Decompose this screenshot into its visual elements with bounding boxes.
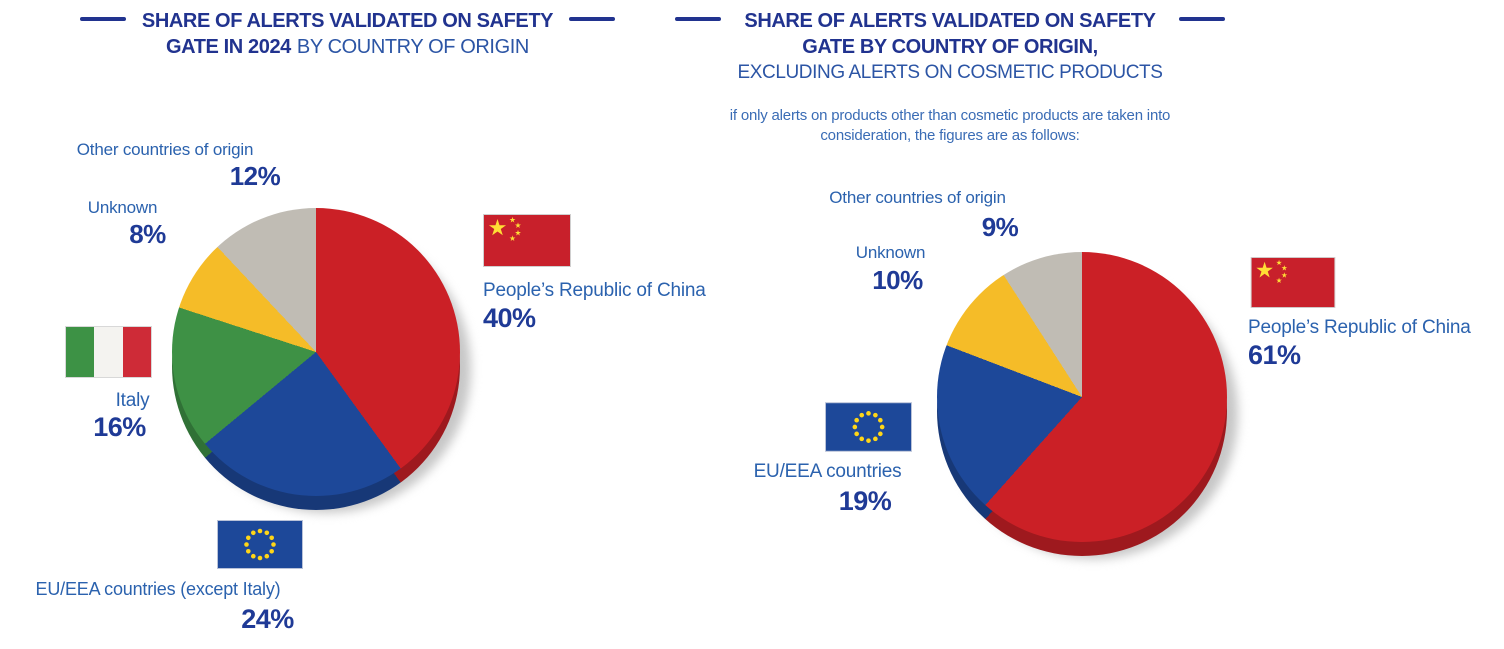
pie-chart-alerts-2024 — [172, 208, 471, 513]
right-chart-subtitle: if only alerts on products other than co… — [729, 107, 1171, 144]
right-title-line1: SHARE OF ALERTS VALIDATED ON SAFETY — [744, 10, 1156, 32]
label-other-countries: Other countries of origin — [76, 140, 254, 159]
percent-china: 40% — [483, 303, 536, 333]
percent-eu-eea-except-italy: 24% — [241, 604, 294, 634]
right-title-line3: EXCLUDING ALERTS ON COSMETIC PRODUCTS — [737, 62, 1163, 83]
percent-china: 61% — [1248, 340, 1301, 370]
italy-flag-icon — [65, 326, 152, 378]
percent-other-countries: 9% — [981, 212, 1019, 242]
label-unknown: Unknown — [855, 243, 926, 262]
label-unknown: Unknown — [87, 198, 158, 217]
title-dash-right — [1178, 17, 1225, 21]
title-dash-left — [79, 17, 126, 21]
percent-other-countries: 12% — [229, 161, 281, 191]
eu-flag-icon — [217, 520, 303, 569]
label-other-countries: Other countries of origin — [829, 188, 1006, 207]
left-title-line1: SHARE OF ALERTS VALIDATED ON SAFETY — [141, 10, 554, 32]
left-title-line2-bold: GATE IN 2024 — [166, 36, 291, 58]
left-title-line2: GATE IN 2024 BY COUNTRY OF ORIGIN — [142, 34, 553, 60]
label-china: People’s Republic of China — [1248, 317, 1471, 338]
right-chart-title-row: SHARE OF ALERTS VALIDATED ON SAFETY GATE… — [660, 8, 1240, 86]
percent-italy: 16% — [93, 412, 146, 442]
label-italy: Italy — [115, 390, 150, 411]
label-china: People’s Republic of China — [483, 280, 706, 301]
label-eu-eea: EU/EEA countries — [753, 461, 902, 482]
right-title-line2: GATE BY COUNTRY OF ORIGIN, — [802, 36, 1098, 58]
china-flag-icon — [483, 214, 571, 267]
percent-eu-eea: 19% — [838, 486, 892, 516]
eu-flag-icon — [825, 402, 912, 452]
title-dash-left — [675, 17, 722, 21]
percent-unknown: 10% — [872, 265, 923, 295]
pie-face — [172, 208, 460, 496]
pie-face — [937, 252, 1227, 542]
left-chart-title-row: SHARE OF ALERTS VALIDATED ON SAFETY GATE… — [0, 8, 695, 60]
right-chart-title: SHARE OF ALERTS VALIDATED ON SAFETY GATE… — [737, 8, 1162, 86]
left-title-line2-regular: BY COUNTRY OF ORIGIN — [296, 36, 529, 58]
pie-chart-excluding-cosmetics — [937, 252, 1238, 559]
percent-unknown: 8% — [129, 219, 166, 249]
label-eu-eea-except-italy: EU/EEA countries (except Italy) — [35, 579, 281, 599]
title-dash-right — [569, 17, 616, 21]
china-flag-icon — [1250, 257, 1336, 308]
left-chart-title: SHARE OF ALERTS VALIDATED ON SAFETY GATE… — [141, 8, 554, 60]
